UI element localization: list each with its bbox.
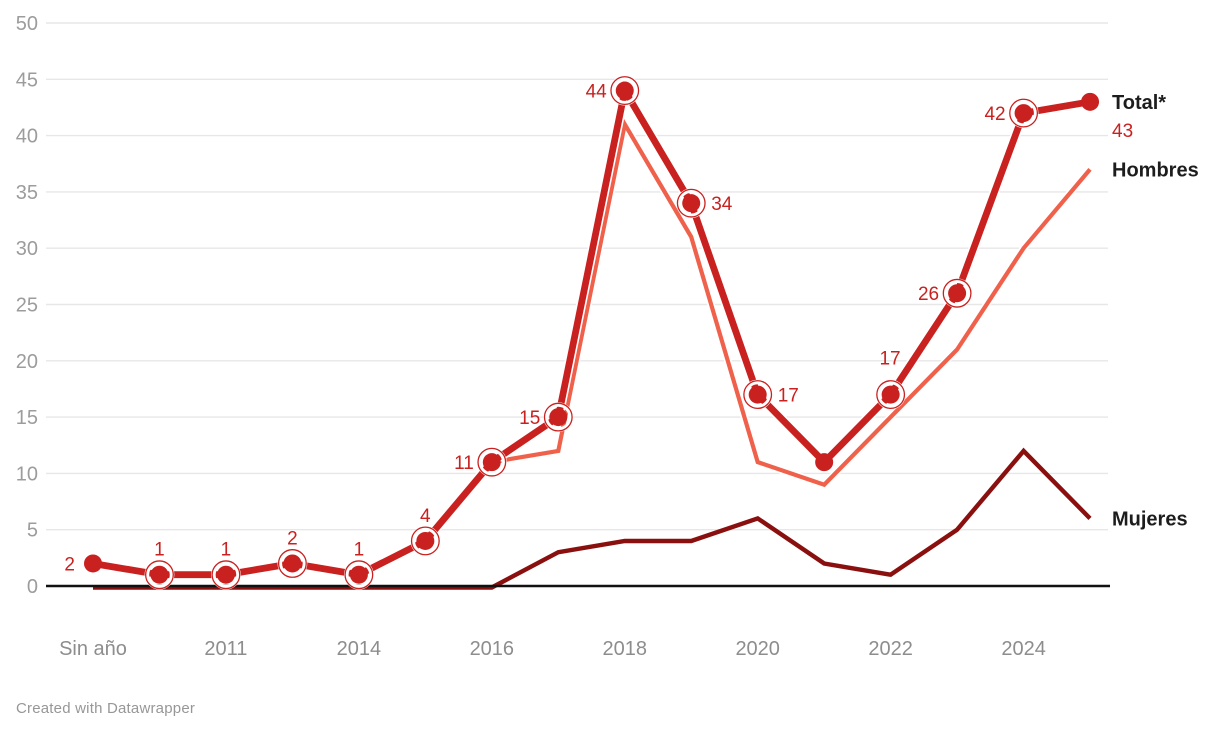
y-tick-label: 25	[16, 295, 38, 317]
data-label: 11	[454, 453, 474, 474]
total-point-ring	[344, 560, 374, 590]
total-point[interactable]	[482, 453, 501, 472]
total-point-ring	[1009, 98, 1039, 128]
x-tick-label: 2020	[735, 638, 780, 660]
total-point[interactable]	[1081, 92, 1100, 111]
data-label: 17	[879, 349, 900, 370]
y-tick-label: 30	[16, 238, 38, 260]
y-tick-label: 5	[27, 520, 38, 542]
y-tick-label: 10	[16, 463, 38, 485]
total-line	[92, 81, 1091, 579]
data-label: 2	[64, 554, 75, 575]
x-tick-label: 2024	[1001, 638, 1046, 660]
mujeres-line	[93, 447, 1092, 590]
data-label: 42	[984, 104, 1005, 125]
total-point-halo	[211, 559, 241, 590]
total-point-halo	[476, 447, 507, 478]
y-tick-label: 45	[16, 69, 38, 91]
x-tick-label: Sin año	[59, 638, 127, 660]
legend-mujeres: Mujeres	[1112, 508, 1188, 530]
data-label: 1	[354, 540, 365, 561]
total-point-halo	[1008, 98, 1039, 128]
total-point-halo	[609, 75, 640, 106]
total-point-halo	[742, 379, 773, 410]
data-label: 17	[778, 386, 799, 407]
total-point-ring	[211, 560, 241, 590]
total-point[interactable]	[682, 194, 701, 213]
datawrapper-credit-link[interactable]: Created with Datawrapper	[16, 700, 196, 717]
total-point-ring	[676, 188, 706, 218]
total-point[interactable]	[150, 565, 169, 584]
data-label: 34	[711, 194, 733, 215]
total-point-halo	[277, 548, 308, 579]
total-point[interactable]	[615, 81, 634, 100]
x-tick-label: 2014	[337, 638, 382, 660]
total-point-ring	[410, 526, 440, 556]
legend-total-value: 43	[1112, 121, 1133, 142]
total-point-halo	[343, 559, 374, 590]
x-tick-label: 2016	[470, 638, 515, 660]
total-point-ring	[145, 560, 174, 590]
total-point[interactable]	[881, 385, 900, 404]
y-tick-label: 40	[16, 126, 38, 148]
total-point-halo	[942, 278, 973, 309]
total-point-ring	[876, 380, 906, 410]
y-tick-label: 35	[16, 182, 38, 204]
data-label: 4	[420, 506, 431, 527]
total-point-ring	[743, 380, 773, 410]
x-tick-label: 2018	[603, 638, 648, 660]
x-tick-label: 2011	[204, 638, 247, 660]
total-point-halo	[875, 379, 906, 410]
data-label: 1	[154, 540, 165, 561]
data-label: 2	[287, 528, 298, 549]
total-line-casing	[92, 76, 1091, 580]
data-label: 1	[221, 540, 232, 561]
data-label: 15	[519, 408, 540, 429]
total-point[interactable]	[815, 453, 834, 472]
y-tick-label: 20	[16, 351, 38, 373]
total-point-ring	[477, 447, 507, 477]
total-point-halo	[676, 188, 707, 219]
total-point-halo	[410, 526, 441, 556]
total-point[interactable]	[216, 565, 235, 584]
total-point-ring	[942, 278, 972, 308]
total-point-ring	[543, 402, 573, 432]
data-label: 26	[918, 284, 939, 305]
total-point[interactable]	[283, 554, 302, 573]
y-tick-label: 0	[27, 576, 38, 598]
total-point[interactable]	[84, 554, 102, 573]
legend-total: Total*	[1112, 92, 1166, 114]
total-point-halo	[144, 559, 175, 590]
total-point[interactable]	[349, 565, 368, 584]
total-point[interactable]	[948, 284, 967, 303]
total-point-ring	[610, 76, 640, 106]
y-tick-label: 50	[16, 13, 38, 35]
legend-hombres: Hombres	[1112, 159, 1199, 181]
data-label: 44	[586, 82, 608, 103]
total-point[interactable]	[416, 531, 435, 550]
total-point-halo	[543, 402, 574, 433]
hombres-line	[491, 118, 1092, 488]
total-point[interactable]	[549, 408, 568, 427]
total-point[interactable]	[748, 385, 767, 404]
x-tick-label: 2022	[868, 638, 913, 660]
total-point-ring	[277, 549, 307, 578]
total-point[interactable]	[1014, 104, 1033, 123]
y-tick-label: 15	[16, 407, 38, 429]
